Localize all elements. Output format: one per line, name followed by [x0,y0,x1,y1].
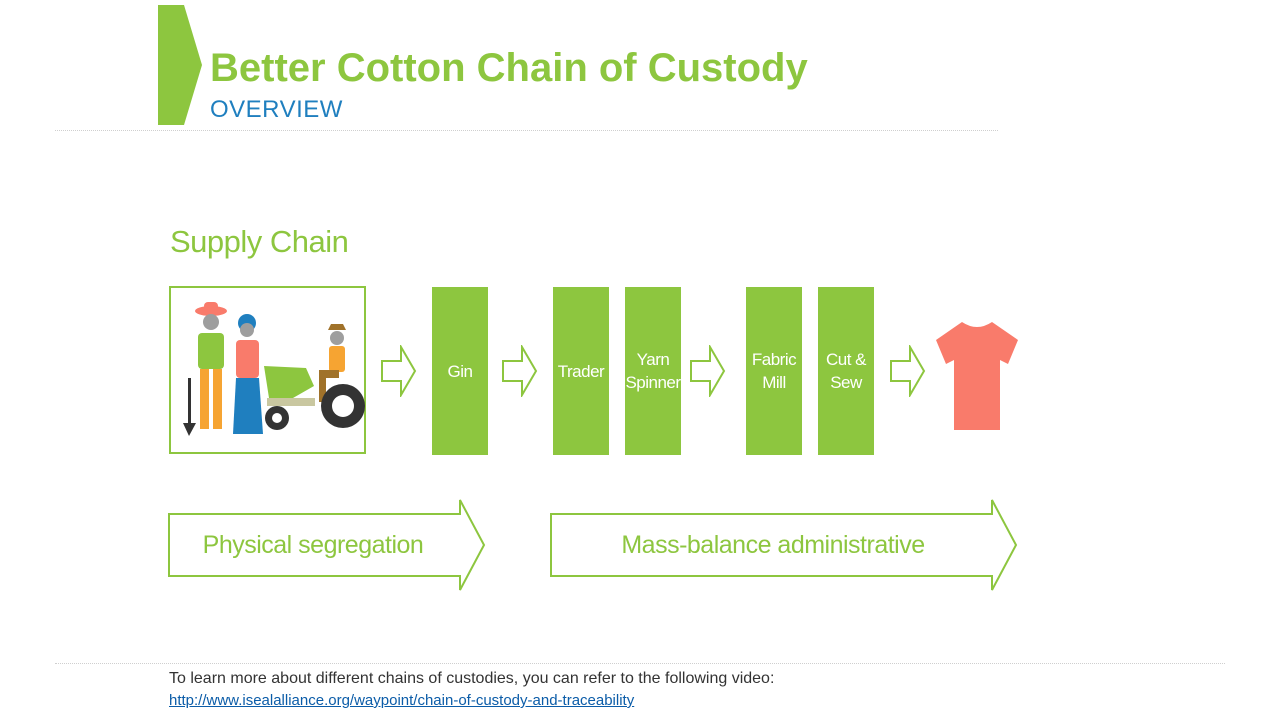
right-arrow-icon [502,345,538,397]
right-arrow-icon [690,345,726,397]
slide-subtitle: OVERVIEW [210,96,343,123]
chevron-accent-icon [158,5,202,125]
banner-label: Physical segregation [202,530,424,559]
video-link[interactable]: http://www.isealalliance.org/waypoint/ch… [169,692,635,709]
right-arrow-icon [381,345,417,397]
banner-mass-balance: Mass-balance administrative [550,498,1018,592]
right-arrow-icon [890,345,926,397]
bottom-divider [55,663,1225,664]
farmers-tractor-icon [183,302,365,436]
farm-stage [169,286,366,454]
stage-yarn-spinner: Yarn Spinner [625,287,681,455]
stage-fabric-mill: Fabric Mill [746,287,802,455]
tshirt-icon [936,322,1018,430]
footer-text: To learn more about different chains of … [169,670,775,687]
banner-physical-segregation: Physical segregation [168,498,486,592]
banner-arrow-icon [550,499,1018,591]
slide-title: Better Cotton Chain of Custody [210,46,808,90]
banner-label: Mass-balance administrative [621,530,925,559]
stage-gin: Gin [432,287,488,455]
stage-cut-sew: Cut & Sew [818,287,874,455]
stage-trader: Trader [553,287,609,455]
banner-arrow-icon [168,499,486,591]
diagram-heading: Supply Chain [170,224,349,259]
top-divider [55,130,998,131]
